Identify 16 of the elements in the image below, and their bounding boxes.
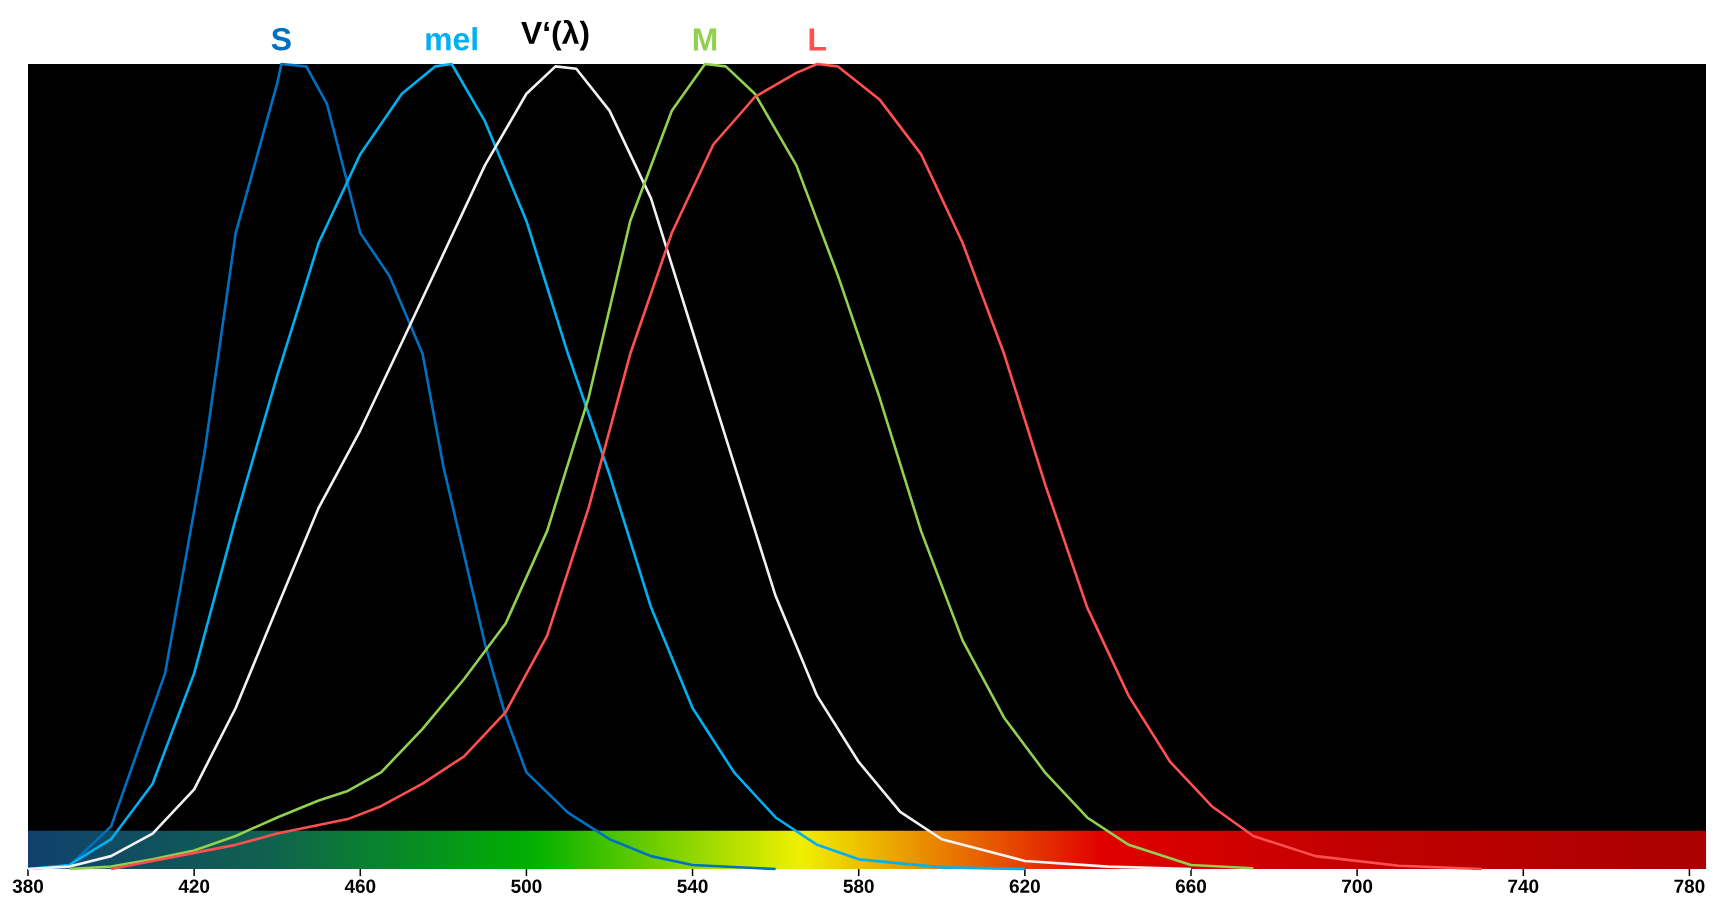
series-label: V‘(λ) <box>521 19 589 51</box>
x-tick-label: 780 <box>1674 879 1705 893</box>
x-tick-label: 420 <box>178 879 210 893</box>
x-tick-label: 620 <box>1009 879 1040 893</box>
x-tick-label: 580 <box>843 879 874 893</box>
series-label: S <box>271 27 291 51</box>
x-tick-label: 660 <box>1175 879 1206 893</box>
x-tick-label: 540 <box>677 879 708 893</box>
x-tick-label: 380 <box>12 879 44 893</box>
x-tick-label: 500 <box>511 879 542 893</box>
x-tick-label: 740 <box>1508 879 1539 893</box>
series-label: L <box>809 28 826 51</box>
series-label: mel <box>426 27 477 51</box>
series-label: M <box>693 28 717 51</box>
x-tick-label: 460 <box>344 879 376 893</box>
x-tick-label: 700 <box>1342 879 1373 893</box>
